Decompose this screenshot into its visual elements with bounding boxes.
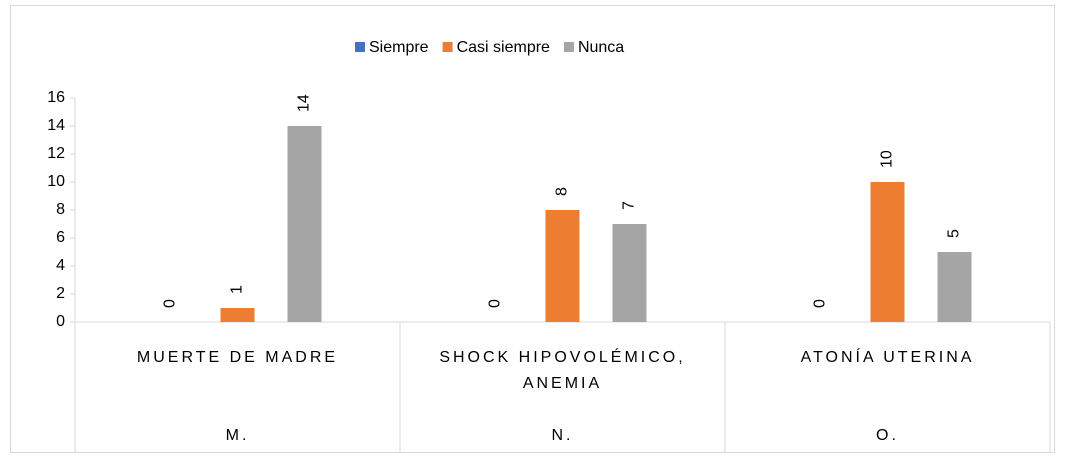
x-tick-label: MUERTE DE MADRE — [136, 349, 339, 366]
y-tick-label: 10 — [47, 173, 65, 190]
legend-label: Siempre — [369, 39, 429, 56]
bar — [287, 126, 322, 322]
x-tick-label: ATONÍA UTERINA — [800, 349, 975, 366]
legend-swatch — [442, 42, 453, 52]
data-label: 5 — [946, 229, 963, 238]
data-label: 0 — [812, 299, 829, 308]
x-group-label: N. — [551, 427, 574, 444]
y-tick-label: 2 — [56, 285, 65, 302]
legend-label: Nunca — [578, 39, 624, 56]
bar — [612, 224, 647, 322]
x-group-label: O. — [876, 427, 899, 444]
legend-label: Casi siempre — [457, 39, 550, 56]
y-tick-label: 0 — [56, 313, 65, 330]
x-tick-label: SHOCK HIPOVOLÉMICO, ANEMIA — [439, 349, 686, 392]
bar — [870, 182, 905, 322]
data-label: 8 — [554, 187, 571, 196]
y-tick-label: 16 — [47, 89, 65, 106]
x-group-label: M. — [225, 427, 250, 444]
legend-swatch — [563, 42, 574, 52]
data-label: 0 — [162, 299, 179, 308]
y-tick-label: 12 — [47, 145, 65, 162]
y-tick-label: 14 — [47, 117, 65, 134]
bar — [545, 210, 580, 322]
data-label: 7 — [621, 201, 638, 210]
bar — [220, 308, 255, 322]
legend-swatch — [355, 42, 365, 52]
data-label: 0 — [487, 299, 504, 308]
y-tick-label: 4 — [56, 257, 65, 274]
data-label: 14 — [296, 94, 313, 112]
y-tick-label: 8 — [56, 201, 65, 218]
data-label: 1 — [229, 285, 246, 294]
y-tick-label: 6 — [56, 229, 65, 246]
bar — [937, 252, 972, 322]
data-label: 10 — [879, 150, 896, 168]
